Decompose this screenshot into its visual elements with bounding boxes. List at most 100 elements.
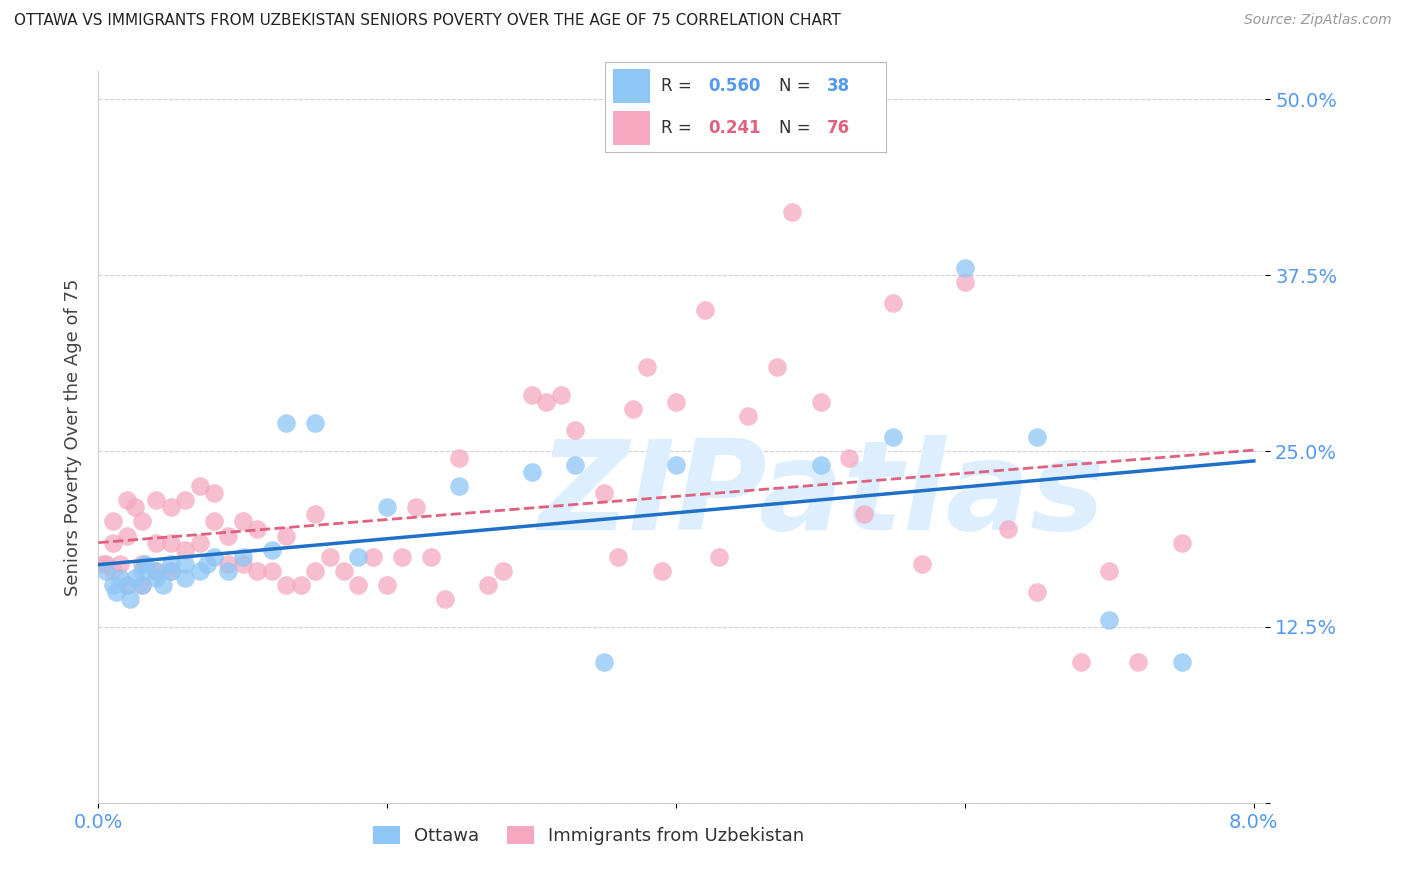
Point — [159, 564, 181, 578]
Point — [391, 549, 413, 564]
Point — [304, 508, 326, 522]
Point — [101, 564, 124, 578]
Point — [94, 564, 117, 578]
Point — [246, 521, 269, 535]
Point — [953, 276, 976, 290]
Point — [104, 584, 127, 599]
Point — [564, 423, 586, 437]
Point — [1026, 584, 1049, 599]
Point — [564, 458, 586, 473]
Point — [108, 557, 131, 571]
Text: 76: 76 — [827, 119, 849, 136]
Text: N =: N = — [779, 77, 815, 95]
Point — [246, 564, 269, 578]
Legend: Ottawa, Immigrants from Uzbekistan: Ottawa, Immigrants from Uzbekistan — [366, 819, 811, 852]
Point — [152, 578, 174, 592]
Point — [232, 549, 254, 564]
Text: R =: R = — [661, 119, 697, 136]
Point — [131, 578, 153, 592]
Point — [477, 578, 499, 592]
Point — [449, 451, 471, 466]
Point — [1026, 430, 1049, 444]
Point — [520, 388, 543, 402]
Point — [260, 564, 283, 578]
Point — [202, 515, 225, 529]
Point — [780, 205, 803, 219]
Point — [159, 564, 181, 578]
Point — [1128, 655, 1150, 669]
Point — [882, 296, 904, 310]
Point — [145, 564, 167, 578]
Text: Source: ZipAtlas.com: Source: ZipAtlas.com — [1244, 13, 1392, 28]
Point — [145, 493, 167, 508]
Point — [174, 542, 197, 557]
Text: 0.560: 0.560 — [709, 77, 761, 95]
Point — [665, 458, 688, 473]
Point — [217, 557, 239, 571]
Point — [117, 493, 139, 508]
Point — [131, 564, 153, 578]
Text: R =: R = — [661, 77, 697, 95]
Point — [195, 557, 218, 571]
Point — [94, 557, 117, 571]
Bar — [613, 111, 650, 145]
Point — [174, 557, 197, 571]
Point — [101, 535, 124, 549]
Point — [202, 549, 225, 564]
Point — [159, 500, 181, 515]
Point — [534, 395, 557, 409]
Point — [333, 564, 356, 578]
Point — [1098, 613, 1121, 627]
Point — [621, 401, 644, 416]
Point — [120, 591, 142, 606]
Point — [347, 549, 370, 564]
Point — [217, 528, 239, 542]
Point — [810, 395, 832, 409]
Point — [108, 571, 131, 585]
Point — [520, 465, 543, 479]
Point — [492, 564, 515, 578]
Point — [101, 578, 124, 592]
Point — [636, 359, 658, 374]
Point — [405, 500, 427, 515]
Point — [810, 458, 832, 473]
Point — [260, 542, 283, 557]
Point — [318, 549, 340, 564]
Point — [375, 500, 398, 515]
Point — [852, 508, 875, 522]
Point — [1170, 655, 1192, 669]
Point — [131, 578, 153, 592]
Point — [91, 557, 114, 571]
Text: N =: N = — [779, 119, 815, 136]
Point — [276, 416, 298, 430]
Point — [997, 521, 1019, 535]
Point — [217, 564, 239, 578]
Point — [188, 564, 211, 578]
Point — [188, 535, 211, 549]
Point — [709, 549, 731, 564]
Point — [145, 564, 167, 578]
Point — [276, 528, 298, 542]
Point — [232, 515, 254, 529]
Point — [188, 479, 211, 493]
Point — [290, 578, 312, 592]
Text: 38: 38 — [827, 77, 849, 95]
Point — [101, 515, 124, 529]
Point — [117, 578, 139, 592]
Point — [145, 535, 167, 549]
Point — [124, 571, 146, 585]
Point — [202, 486, 225, 500]
Point — [361, 549, 384, 564]
Text: ZIPatlas: ZIPatlas — [538, 435, 1105, 556]
Point — [124, 500, 146, 515]
Point — [766, 359, 789, 374]
Point — [375, 578, 398, 592]
Bar — [613, 69, 650, 103]
Point — [911, 557, 934, 571]
Point — [593, 486, 616, 500]
Text: 0.241: 0.241 — [709, 119, 761, 136]
Point — [665, 395, 688, 409]
Point — [276, 578, 298, 592]
Point — [419, 549, 441, 564]
Point — [1098, 564, 1121, 578]
